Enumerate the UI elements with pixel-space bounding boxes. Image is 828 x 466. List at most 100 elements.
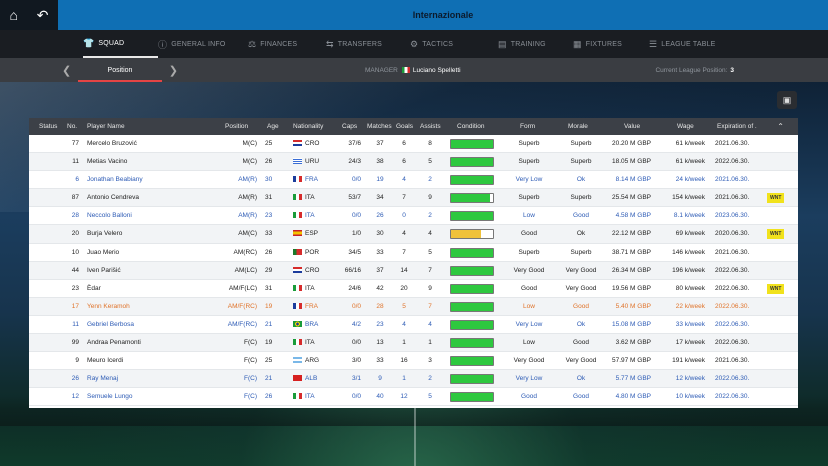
- column-header-position[interactable]: Position: [225, 123, 249, 130]
- player-age: 29: [265, 266, 273, 274]
- table-row[interactable]: 17 Yenn Keramoh AM/F(RC) 19 FRA 0/0 28 5 7 Low Goo…: [29, 297, 798, 316]
- player-value: 8.14 M GBP: [615, 176, 651, 184]
- player-contract-expiry: 2022.06.30.: [715, 375, 750, 383]
- column-header-value[interactable]: Value: [624, 123, 641, 130]
- player-name[interactable]: Semuele Lungo: [87, 393, 133, 401]
- tab-squad[interactable]: 👕 SQUAD: [83, 30, 158, 58]
- camera-icon[interactable]: ▣: [777, 91, 797, 109]
- player-nationality: POR: [293, 244, 343, 262]
- player-name[interactable]: Ray Menaj: [87, 375, 119, 383]
- player-matches: 28: [376, 302, 384, 310]
- chevron-up-icon[interactable]: ⌃: [777, 122, 784, 131]
- player-name[interactable]: Juao Merio: [87, 248, 120, 256]
- table-row[interactable]: 99 Andraa Penamonti F(C) 19 ITA 0/0 13 1 1 Low Goo…: [29, 334, 798, 353]
- player-position: AM/F(RC): [227, 302, 257, 310]
- player-morale: Good: [573, 393, 589, 401]
- player-contract-expiry: 2022.06.30.: [715, 339, 750, 347]
- player-caps: 34/5: [348, 248, 361, 256]
- player-name[interactable]: Meuro Icerdi: [87, 357, 124, 365]
- condition-bar: [450, 211, 494, 222]
- column-header-form[interactable]: Form: [520, 123, 536, 130]
- player-goals: 20: [400, 284, 408, 292]
- player-position: M(C): [242, 158, 257, 166]
- player-caps: 4/2: [351, 320, 361, 328]
- column-header-nationality[interactable]: Nationality: [293, 123, 324, 130]
- flag-icon: [293, 357, 302, 364]
- player-name[interactable]: Metias Vacino: [87, 158, 128, 166]
- tab-league-table[interactable]: ☰ LEAGUE TABLE: [649, 30, 749, 58]
- player-matches: 13: [376, 339, 384, 347]
- sort-selector[interactable]: ❮ Position ❯: [56, 58, 184, 82]
- player-wage: 24 k/week: [675, 176, 705, 184]
- tab-general-info[interactable]: ⓘ GENERAL INFO: [158, 30, 248, 58]
- column-header-age[interactable]: Age: [267, 123, 279, 130]
- player-name[interactable]: Andraa Penamonti: [87, 339, 141, 347]
- tactics-icon: ⚙: [410, 38, 419, 49]
- table-row[interactable]: 11 Gebriel Berbosa AM/F(RC) 21 BRA 4/2 23 4 4 Ver…: [29, 316, 798, 335]
- player-position: M(C): [242, 140, 257, 147]
- condition-bar: [450, 247, 494, 258]
- column-header-no[interactable]: No.: [67, 123, 78, 130]
- player-goals: 14: [400, 266, 408, 274]
- chevron-right-icon[interactable]: ❯: [168, 64, 178, 77]
- player-morale: Superb: [570, 158, 592, 166]
- column-header-assists[interactable]: Assists: [420, 123, 441, 130]
- player-contract-expiry: 2023.06.30.: [715, 212, 750, 220]
- condition-bar: [450, 175, 494, 186]
- table-row[interactable]: 20 Burja Velero AM(C) 33 ESP 1/0 30 4 4 Good Ok 22.…: [29, 225, 798, 244]
- condition-bar: [450, 139, 494, 149]
- tab-fixtures[interactable]: ▦ FIXTURES: [573, 30, 649, 58]
- player-caps: 0/0: [351, 176, 361, 184]
- table-row[interactable]: 87 Antonio Cendreva AM(R) 31 ITA 53/7 34 7 9 Supe…: [29, 189, 798, 208]
- player-goals: 5: [402, 302, 406, 310]
- column-header-wage[interactable]: Wage: [677, 123, 694, 130]
- player-contract-expiry: 2022.06.30.: [715, 302, 750, 310]
- column-header-goals[interactable]: Goals: [396, 123, 413, 130]
- table-row[interactable]: 28 Neccolo Balloni AM(R) 23 ITA 0/0 26 0 2 Low Goo…: [29, 207, 798, 226]
- table-row[interactable]: 12 Semuele Lungo F(C) 26 ITA 0/0 40 12 5 Good Good…: [29, 388, 798, 407]
- table-row[interactable]: 10 Juao Merio AM(RC) 26 POR 34/5 33 7 5 Superb Sup…: [29, 244, 798, 262]
- player-name[interactable]: Antonio Cendreva: [87, 194, 140, 202]
- player-name[interactable]: Neccolo Balloni: [87, 212, 132, 220]
- player-name[interactable]: Yenn Keramoh: [87, 302, 130, 310]
- tab-tactics[interactable]: ⚙ TACTICS: [410, 30, 498, 58]
- table-row[interactable]: 77 Mercelo Bruzović M(C) 25 CRO 37/6 37 6 8 Super…: [29, 135, 798, 154]
- table-row[interactable]: 26 Ray Menaj F(C) 21 ALB 3/1 9 1 2 Very Low Ok 5.77…: [29, 370, 798, 389]
- player-name[interactable]: Mercelo Bruzović: [87, 140, 137, 147]
- player-nationality: URU: [293, 153, 343, 171]
- player-number: 77: [71, 140, 79, 147]
- table-row[interactable]: 23 Èdar AM/F(LC) 31 ITA 24/6 42 20 9 Good Very Goo…: [29, 280, 798, 298]
- table-row[interactable]: 9 Meuro Icerdi F(C) 25 ARG 3/0 33 16 3 Very Good V…: [29, 352, 798, 371]
- player-name[interactable]: Èdar: [87, 284, 101, 292]
- column-header-player-name[interactable]: Player Name: [87, 123, 125, 130]
- condition-bar: [450, 229, 494, 240]
- player-matches: 40: [376, 393, 384, 401]
- tab-training[interactable]: ▤ TRAINING: [498, 30, 573, 58]
- player-value: 38.71 M GBP: [611, 248, 651, 256]
- player-position: AM(RC): [233, 248, 257, 256]
- player-name[interactable]: Burja Velero: [87, 230, 123, 238]
- home-icon[interactable]: ⌂: [9, 7, 18, 23]
- column-header-matches[interactable]: Matches: [367, 123, 392, 130]
- player-wage: 61 k/week: [675, 140, 705, 147]
- column-header-status[interactable]: Status: [39, 123, 58, 130]
- player-name[interactable]: Iven Parišić: [87, 266, 121, 274]
- manager-name[interactable]: Luciano Spelletti: [412, 66, 461, 74]
- tab-finances[interactable]: ⚖ FINANCES: [248, 30, 326, 58]
- back-icon[interactable]: ↶: [36, 7, 49, 23]
- player-name[interactable]: Jonathan Beabiany: [87, 176, 143, 184]
- table-row[interactable]: 44 Iven Parišić AM(LC) 29 CRO 66/16 37 14 7 Very …: [29, 261, 798, 280]
- table-row[interactable]: 6 Jonathan Beabiany AM(R) 30 FRA 0/0 19 4 2 Very …: [29, 171, 798, 190]
- finances-icon: ⚖: [248, 38, 257, 49]
- table-row[interactable]: 11 Metias Vacino M(C) 26 URU 24/3 38 6 5 Superb Su…: [29, 153, 798, 172]
- info-icon: ⓘ: [158, 39, 168, 50]
- chevron-left-icon[interactable]: ❮: [62, 64, 72, 77]
- column-header-morale[interactable]: Morale: [568, 123, 588, 130]
- column-header-expiration-of[interactable]: Expiration of .: [717, 123, 757, 130]
- column-header-caps[interactable]: Caps: [342, 123, 358, 130]
- tab-transfers[interactable]: ⇆ TRANSFERS: [326, 30, 410, 58]
- player-position: AM(R): [238, 176, 257, 184]
- column-header-condition[interactable]: Condition: [457, 123, 485, 130]
- condition-fill: [451, 158, 493, 167]
- player-name[interactable]: Gebriel Berbosa: [87, 320, 134, 328]
